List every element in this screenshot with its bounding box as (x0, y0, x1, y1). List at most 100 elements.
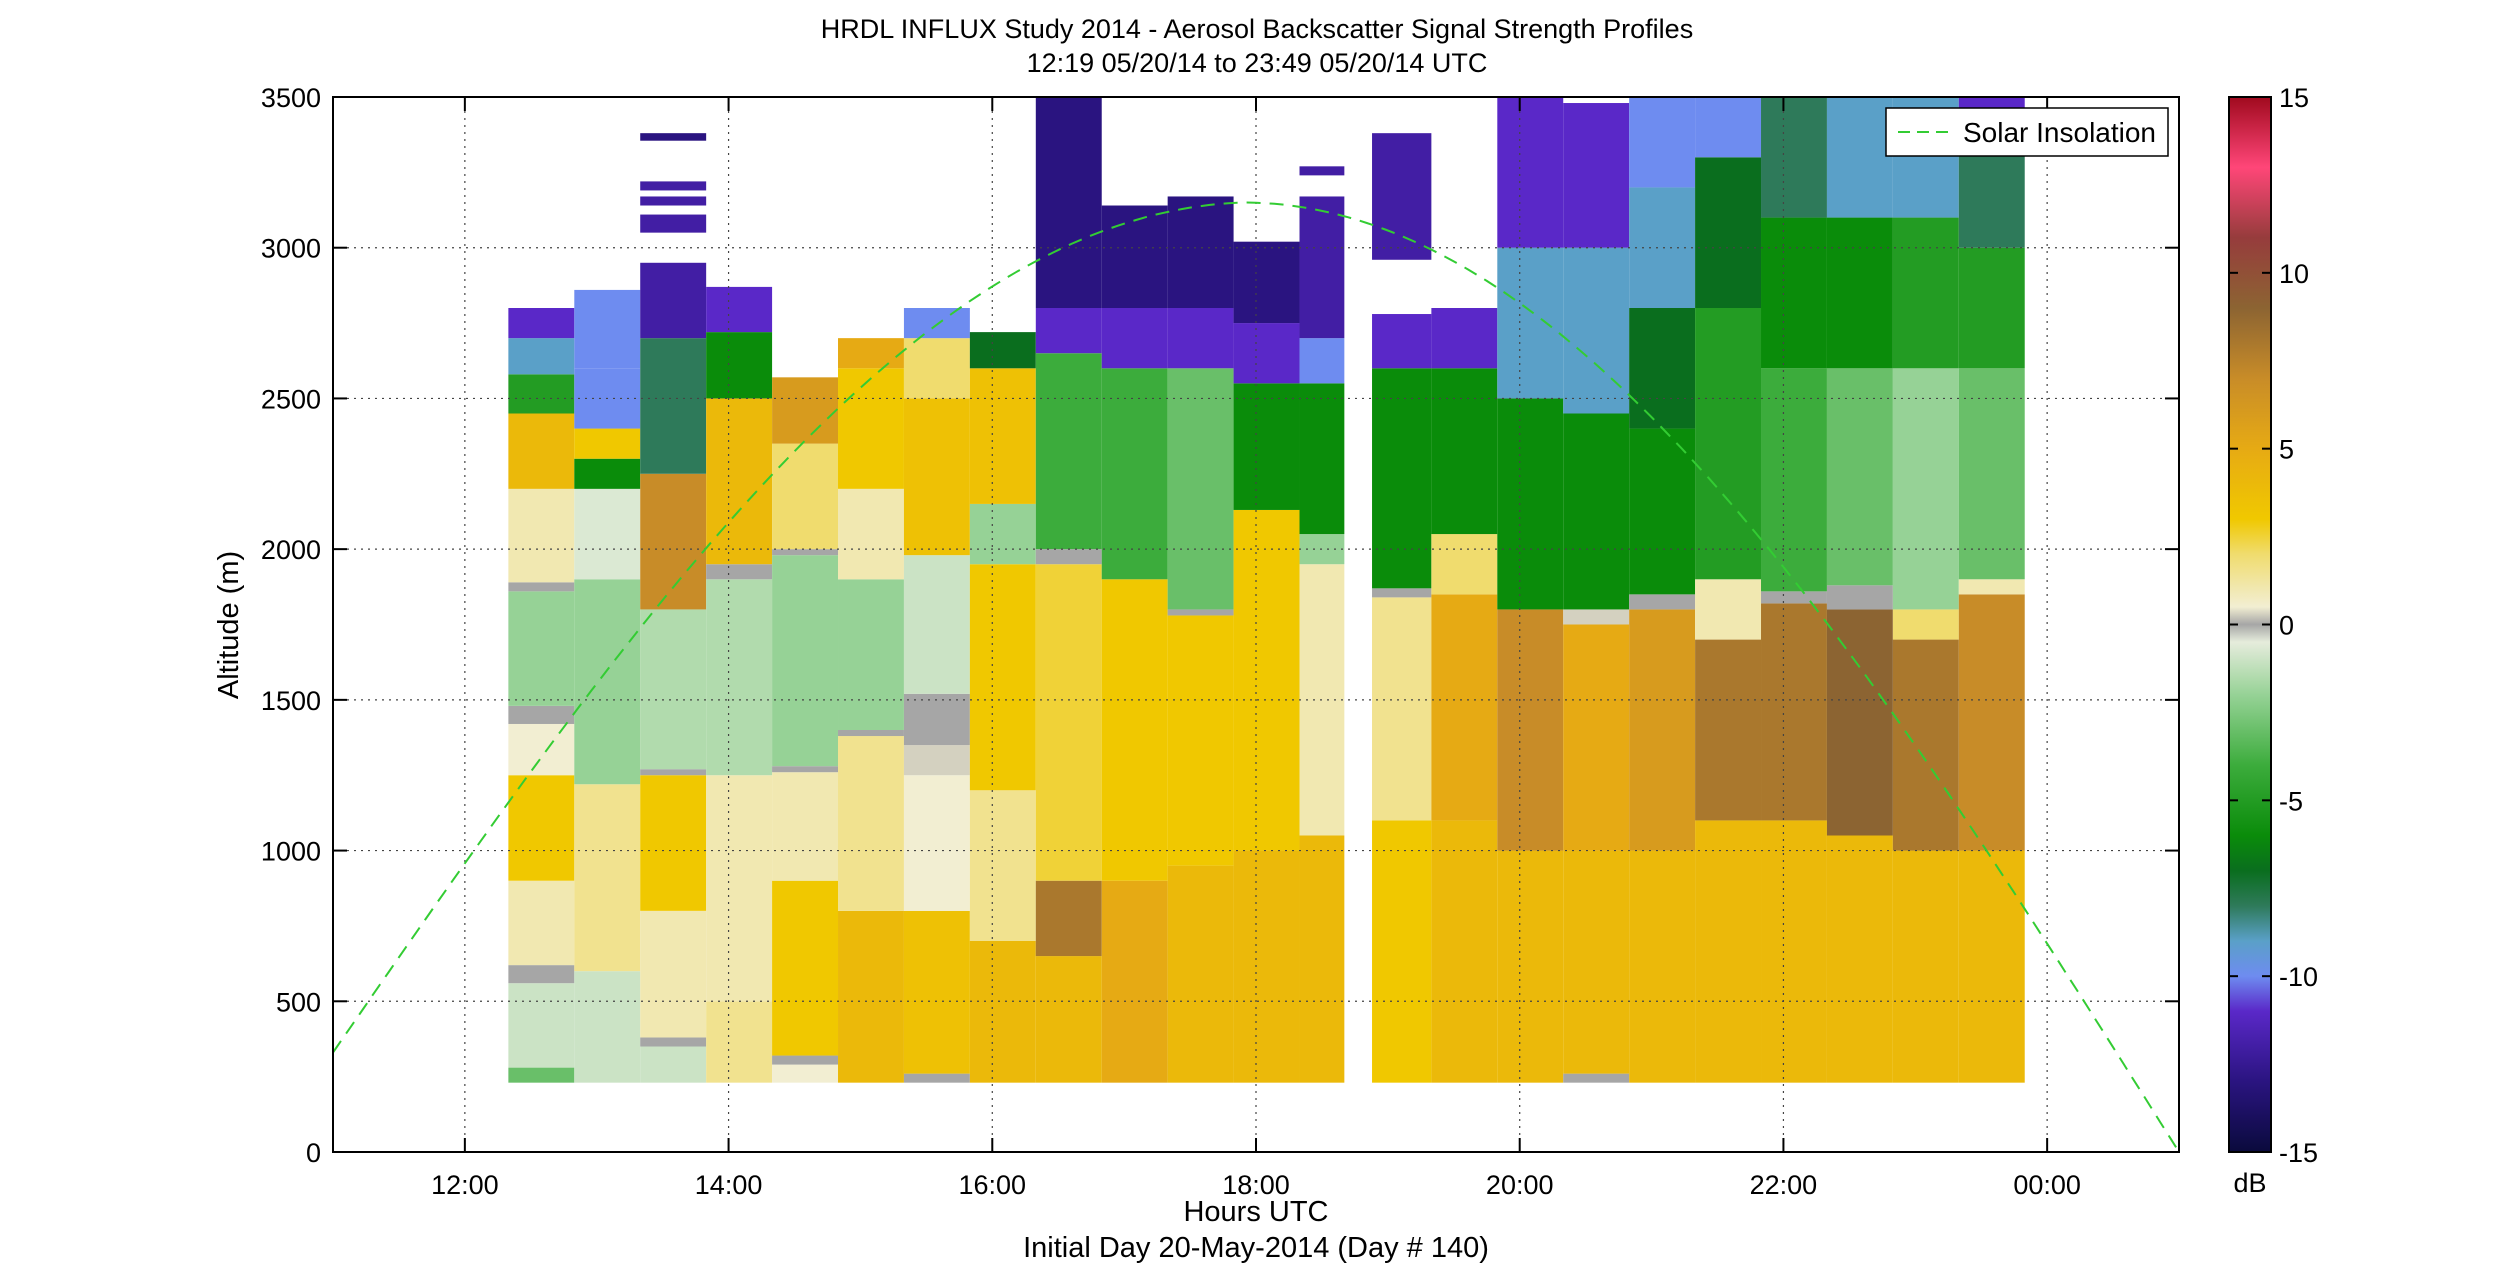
profile-0-cell-1 (508, 983, 575, 1068)
profile-6-cell-1 (903, 910, 970, 1074)
profile-13-cell-2 (1372, 588, 1432, 598)
profile-5-cell-2 (838, 730, 904, 737)
profile-16-cell-2 (1563, 624, 1630, 851)
profile-21-cell-3 (1892, 368, 1959, 610)
profile-12-cell-3 (1299, 383, 1345, 535)
x-tick-label-0: 12:00 (431, 1170, 499, 1200)
profile-3-cell-4 (706, 398, 773, 565)
profile-20-cell-4 (1826, 217, 1893, 369)
colorbar-tick-layer: 15 10 5 0 -5 -10 -15 (2229, 83, 2318, 1168)
profile-0-cell-6 (508, 705, 575, 724)
y-tick-layer: 0 500 1000 1500 2000 2500 3000 3500 (261, 83, 2179, 1168)
profile-6-cell-8 (903, 308, 970, 339)
profile-4-cell-5 (772, 555, 839, 767)
profile-8-cell-0 (1035, 956, 1102, 1083)
profile-2-cell-10 (640, 196, 707, 206)
profile-14-cell-3 (1431, 368, 1498, 535)
profile-7-cell-1 (969, 790, 1036, 941)
profile-1-cell-4 (574, 458, 641, 489)
y-tick-label-7: 3500 (261, 83, 321, 113)
profile-5-cell-5 (838, 368, 904, 489)
profile-0-cell-9 (508, 488, 575, 583)
profile-5-cell-1 (838, 736, 904, 911)
y-tick-label-0: 0 (306, 1138, 321, 1168)
profile-17-cell-4 (1629, 308, 1696, 429)
profile-9-cell-2 (1101, 368, 1168, 580)
y-axis-label: Altitude (m) (213, 551, 245, 699)
profile-2-cell-0 (640, 1046, 707, 1083)
profile-14-cell-0 (1431, 820, 1498, 1083)
profile-13-cell-4 (1372, 314, 1432, 369)
profile-9-cell-1 (1101, 579, 1168, 881)
x-tick-label-4: 20:00 (1486, 1170, 1554, 1200)
profile-8-cell-6 (1035, 97, 1102, 308)
plot-area: 12:00 14:00 16:00 18:00 20:00 22:00 00:00 0 500… (261, 83, 2180, 1200)
colorbar-tick-label-6: -15 (2279, 1138, 2318, 1168)
profile-1-cell-3 (574, 488, 641, 580)
profile-9-cell-4 (1101, 205, 1168, 308)
profile-2-cell-8 (640, 262, 707, 339)
profile-19-cell-2 (1761, 591, 1827, 604)
profile-8-cell-1 (1035, 880, 1102, 957)
x-tick-label-1: 14:00 (695, 1170, 763, 1200)
colorbar-tick-label-1: 10 (2279, 259, 2309, 289)
colorbar-tick-label-5: -10 (2279, 962, 2318, 992)
profile-1-cell-0 (574, 971, 641, 1083)
profile-7-cell-2 (969, 564, 1036, 791)
profile-15-cell-2 (1497, 398, 1564, 610)
profile-17-cell-2 (1629, 594, 1696, 610)
solar-insolation-line (332, 201, 2180, 1153)
profile-18-cell-0 (1695, 820, 1762, 1083)
profile-12-cell-0 (1299, 835, 1345, 1083)
grid-layer (333, 96, 2179, 1153)
profile-12-cell-6 (1299, 166, 1345, 176)
profile-1-cell-7 (574, 289, 641, 369)
legend-box (1885, 107, 2169, 157)
profile-4-cell-3 (772, 772, 839, 881)
profile-22-cell-2 (1958, 579, 2025, 595)
profile-11-cell-3 (1233, 323, 1300, 384)
profile-11-cell-2 (1233, 383, 1300, 510)
profile-15-cell-1 (1497, 609, 1564, 851)
profile-0-cell-5 (508, 723, 575, 776)
profile-18-cell-2 (1695, 579, 1762, 640)
profile-3-cell-5 (706, 332, 773, 399)
profile-8-cell-3 (1035, 549, 1102, 565)
profile-6-cell-0 (903, 1073, 970, 1083)
profile-15-cell-4 (1497, 97, 1564, 248)
profile-19-cell-5 (1761, 97, 1827, 218)
profile-0-cell-8 (508, 582, 575, 592)
profile-7-cell-3 (969, 503, 1036, 565)
profile-8-cell-5 (1035, 308, 1102, 354)
profile-2-cell-1 (640, 1037, 707, 1047)
profile-18-cell-5 (1695, 97, 1762, 158)
profile-3-cell-1 (706, 775, 773, 1002)
profile-0-cell-13 (508, 308, 575, 339)
profile-13-cell-3 (1372, 368, 1432, 589)
profile-1-cell-1 (574, 784, 641, 972)
profile-5-cell-4 (838, 488, 904, 580)
profile-10-cell-2 (1167, 609, 1234, 616)
profile-6-cell-3 (903, 745, 970, 776)
profile-13-cell-1 (1372, 597, 1432, 821)
profile-20-cell-2 (1826, 585, 1893, 610)
profile-2-cell-4 (640, 769, 707, 776)
profile-6-cell-4 (903, 693, 970, 746)
colorbar: 15 10 5 0 -5 -10 -15 dB (2228, 83, 2318, 1198)
profile-20-cell-0 (1826, 835, 1893, 1083)
colorbar-unit-label: dB (2233, 1168, 2266, 1198)
profile-2-cell-12 (640, 133, 707, 141)
profile-16-cell-1 (1563, 850, 1630, 1074)
profile-21-cell-2 (1892, 609, 1959, 640)
profile-11-cell-1 (1233, 509, 1300, 851)
profile-4-cell-7 (772, 443, 839, 550)
chart-subtitle: 12:19 05/20/14 to 23:49 05/20/14 UTC (1027, 48, 1488, 78)
profile-20-cell-5 (1826, 97, 1893, 218)
profile-0-cell-7 (508, 591, 575, 706)
profile-19-cell-4 (1761, 217, 1827, 369)
colorbar-tick-label-0: 15 (2279, 83, 2309, 113)
profile-10-cell-4 (1167, 308, 1234, 369)
profile-4-cell-0 (772, 1064, 839, 1083)
profile-19-cell-1 (1761, 603, 1827, 821)
